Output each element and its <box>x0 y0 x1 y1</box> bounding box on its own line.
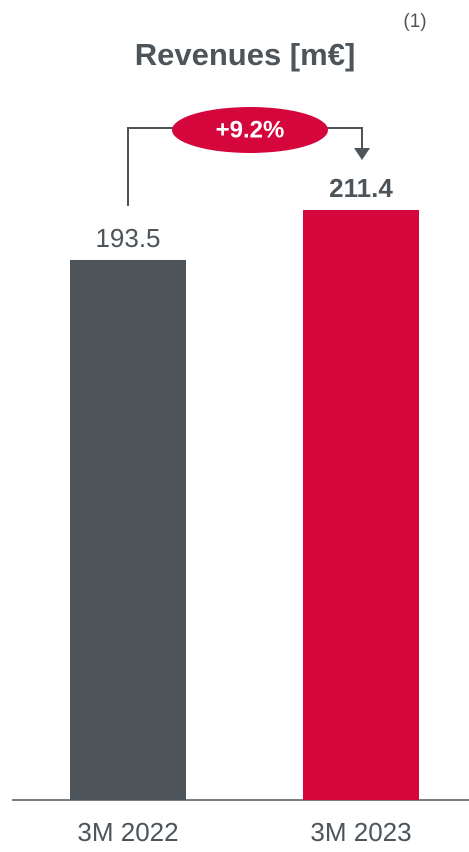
x-tick-label: 3M 2022 <box>77 817 178 847</box>
annotation: +9.2% <box>216 116 285 143</box>
bar <box>303 210 419 800</box>
growth-arrow <box>127 127 363 206</box>
annotation-badge <box>172 107 328 153</box>
value-label: 211.4 <box>329 173 393 203</box>
value-label: 193.5 <box>95 223 160 253</box>
x-tick-label: 3M 2023 <box>310 817 411 847</box>
arrow-line-right <box>324 127 363 150</box>
chart-title: Revenues [m€] <box>135 37 356 72</box>
arrow-line-left <box>127 127 176 206</box>
arrow-head <box>354 148 370 160</box>
title-note: (1) <box>403 11 426 32</box>
bar <box>70 259 186 801</box>
